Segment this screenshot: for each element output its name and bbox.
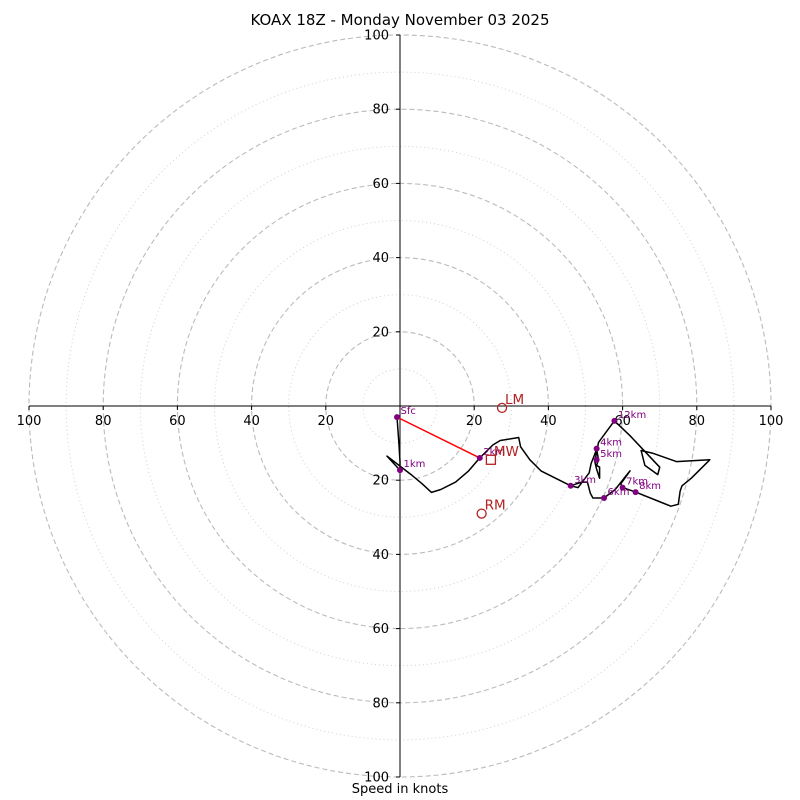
x-tick-label: 100 [759,414,784,429]
y-tick-label: 20 [372,474,389,489]
x-tick-label: 80 [689,414,706,429]
height-marker-label: 5km [600,449,622,460]
height-marker-label: Sfc [401,406,416,417]
storm-motion-marker [496,402,508,414]
height-marker-dot [567,482,574,489]
hodograph-trace [386,417,711,507]
mean-wind-marker [485,454,497,465]
height-marker-label: 8km [639,481,661,492]
height-marker-dot [611,417,618,424]
y-tick-label: 100 [364,771,389,786]
height-marker-dot [593,445,600,452]
chart-title: KOAX 18Z - Monday November 03 2025 [250,11,550,29]
height-marker-label: 4km [600,438,622,449]
x-tick-label: 100 [17,414,42,429]
y-tick-label: 40 [372,548,389,563]
height-marker-label: 3km [574,475,596,486]
shear-vector [396,416,481,459]
storm-motion-label: MW [494,444,519,460]
x-tick-label: 80 [95,414,112,429]
height-marker-label: 6km [608,487,630,498]
height-marker-dot [601,495,608,502]
height-marker-dot [476,454,483,461]
y-tick-label: 60 [372,622,389,637]
y-tick-label: 80 [372,103,389,118]
x-tick-label: 40 [540,414,557,429]
height-marker-dot [619,484,626,491]
y-tick-label: 80 [372,696,389,711]
y-tick-label: 20 [372,325,389,340]
height-marker-label: 12km [618,410,646,421]
x-tick-label: 60 [169,414,186,429]
storm-motion-label: RM [485,498,506,514]
y-tick-label: 40 [372,251,389,266]
height-marker-dot [593,456,600,463]
height-marker-dot [632,489,639,496]
height-marker-label: 1km [404,459,426,470]
height-marker-label: 7km [626,477,648,488]
height-marker-dot [394,414,401,421]
storm-motion-label: LM [505,392,524,408]
height-marker-dot [397,467,403,474]
x-tick-label: 20 [466,414,483,429]
y-tick-label: 100 [364,29,389,44]
x-tick-label: 40 [243,414,260,429]
height-marker-label: 2km [483,447,505,458]
y-tick-label: 60 [372,177,389,192]
x-tick-label: 20 [318,414,335,429]
x-axis-label: Speed in knots [351,782,449,797]
storm-motion-marker [476,508,487,519]
